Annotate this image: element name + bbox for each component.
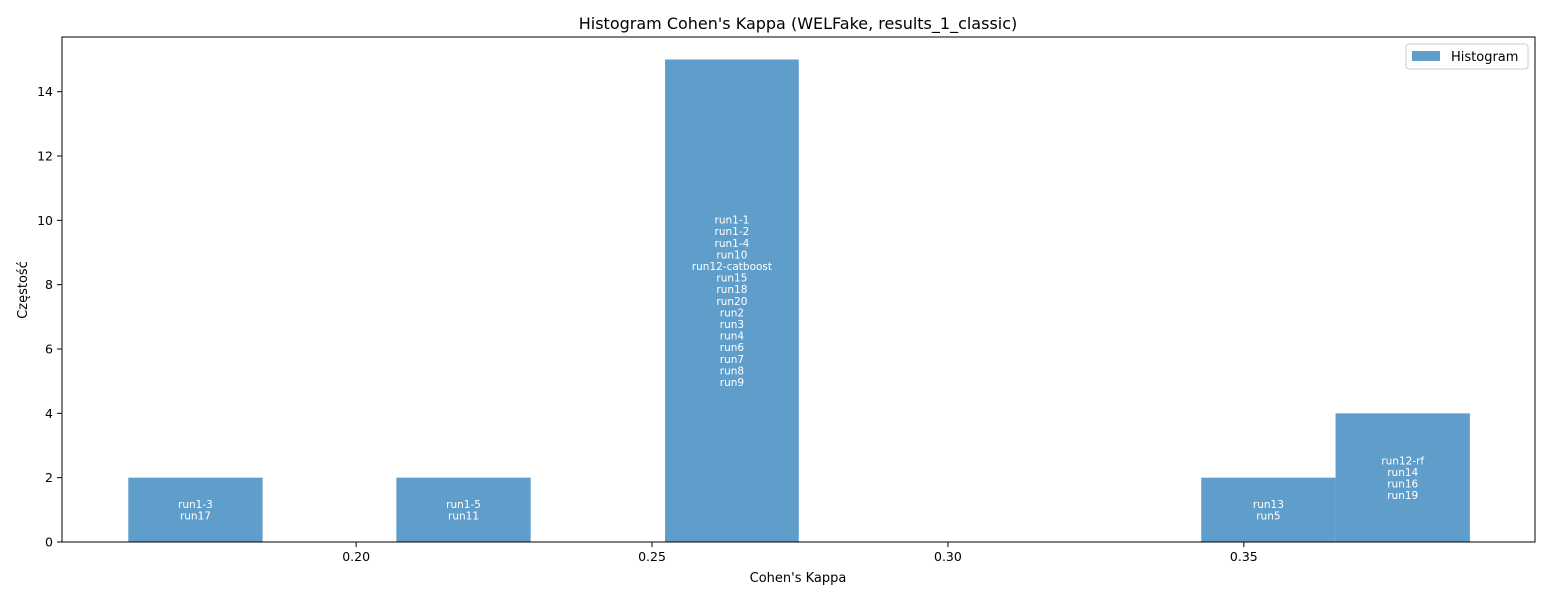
y-tick-label: 0 xyxy=(45,535,53,550)
plot-frame xyxy=(61,36,1536,543)
histogram-bar xyxy=(1335,413,1470,542)
bar-run-label: run10 xyxy=(716,249,747,261)
y-tick-label: 2 xyxy=(45,470,53,485)
x-axis: 0.20 0.25 0.30 0.35 xyxy=(342,542,1258,564)
bar-run-label: run16 xyxy=(1387,478,1418,490)
y-tick-label: 14 xyxy=(37,84,53,99)
histogram-bar xyxy=(1201,477,1336,542)
bar-run-label: run8 xyxy=(720,365,744,377)
bar-run-label: run13 xyxy=(1253,499,1284,511)
y-tick-label: 10 xyxy=(37,213,53,228)
bar-run-label: run1-4 xyxy=(715,238,750,250)
y-tick-label: 8 xyxy=(45,277,53,292)
x-tick-label: 0.25 xyxy=(638,549,666,564)
y-axis: 0 2 4 6 8 10 12 14 xyxy=(37,84,62,550)
bar-run-label: run5 xyxy=(1256,511,1280,523)
x-tick-label: 0.30 xyxy=(934,549,962,564)
bar-run-label: run18 xyxy=(716,284,747,296)
x-axis-label: Cohen's Kappa xyxy=(750,571,847,586)
bar-run-label: run19 xyxy=(1387,490,1418,502)
chart-title: Histogram Cohen's Kappa (WELFake, result… xyxy=(579,14,1018,34)
bar-run-label: run11 xyxy=(448,511,479,523)
bar-run-label: run1-2 xyxy=(715,226,750,238)
bars-group xyxy=(128,59,1470,542)
y-tick-label: 4 xyxy=(45,406,53,421)
histogram-bar xyxy=(396,477,531,542)
bar-run-label: run1-3 xyxy=(178,499,213,511)
histogram-bar xyxy=(665,59,799,542)
y-tick-label: 6 xyxy=(45,342,53,357)
legend-box xyxy=(1405,43,1529,70)
bar-run-label: run17 xyxy=(180,511,211,523)
legend-swatch xyxy=(1412,51,1440,61)
bar-run-label: run12-catboost xyxy=(692,261,772,273)
bar-run-label: run4 xyxy=(720,331,745,343)
bar-run-label: run9 xyxy=(720,377,744,389)
bar-run-label: run12-rf xyxy=(1381,455,1424,467)
bar-run-label: run1-5 xyxy=(446,499,481,511)
x-tick-label: 0.20 xyxy=(342,549,370,564)
bar-run-label: run15 xyxy=(716,273,747,285)
x-tick-label: 0.35 xyxy=(1230,549,1258,564)
legend: Histogram xyxy=(1405,43,1529,70)
y-axis-label: Częstość xyxy=(16,261,31,319)
histogram-bar xyxy=(128,477,263,542)
bar-run-label: run6 xyxy=(720,342,745,354)
y-tick-label: 12 xyxy=(37,149,53,164)
legend-entry-histogram: Histogram xyxy=(1451,50,1518,65)
bar-run-label: run20 xyxy=(716,296,747,308)
bar-run-label: run2 xyxy=(720,307,744,319)
bar-run-label: run14 xyxy=(1387,467,1418,479)
bar-run-label: run1-1 xyxy=(715,215,750,227)
bar-run-label: run3 xyxy=(720,319,744,331)
bar-run-label: run7 xyxy=(720,354,744,366)
